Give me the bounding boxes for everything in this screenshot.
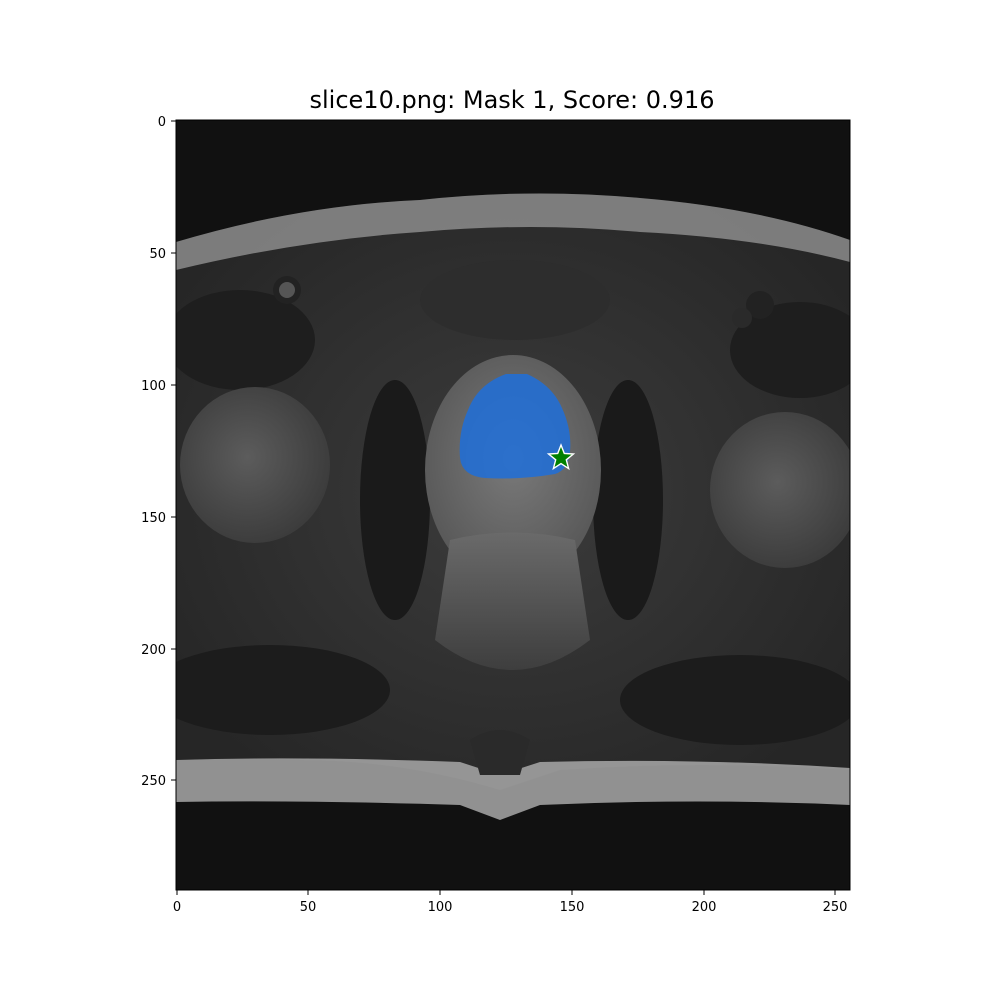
y-tick-label: 100 bbox=[141, 379, 166, 394]
x-tick-label: 250 bbox=[823, 900, 848, 915]
y-tick-label: 200 bbox=[141, 643, 166, 658]
segmentation-mask bbox=[459, 374, 571, 479]
axes-frame bbox=[175, 119, 851, 891]
x-tick-label: 100 bbox=[428, 900, 453, 915]
y-tick-label: 0 bbox=[158, 115, 166, 130]
x-tick-label: 0 bbox=[173, 900, 181, 915]
y-tick-label: 50 bbox=[149, 247, 166, 262]
x-tick-label: 50 bbox=[300, 900, 317, 915]
y-tick-label: 150 bbox=[141, 511, 166, 526]
x-axis: 0 50 100 150 200 250 bbox=[173, 890, 848, 915]
star-icon bbox=[546, 443, 576, 471]
y-axis: 0 50 100 150 200 250 bbox=[141, 115, 176, 789]
x-tick-label: 150 bbox=[560, 900, 585, 915]
x-tick-label: 200 bbox=[692, 900, 717, 915]
figure-title: slice10.png: Mask 1, Score: 0.916 bbox=[309, 86, 715, 114]
y-tick-label: 250 bbox=[141, 774, 166, 789]
mri-slice-image bbox=[176, 120, 850, 890]
